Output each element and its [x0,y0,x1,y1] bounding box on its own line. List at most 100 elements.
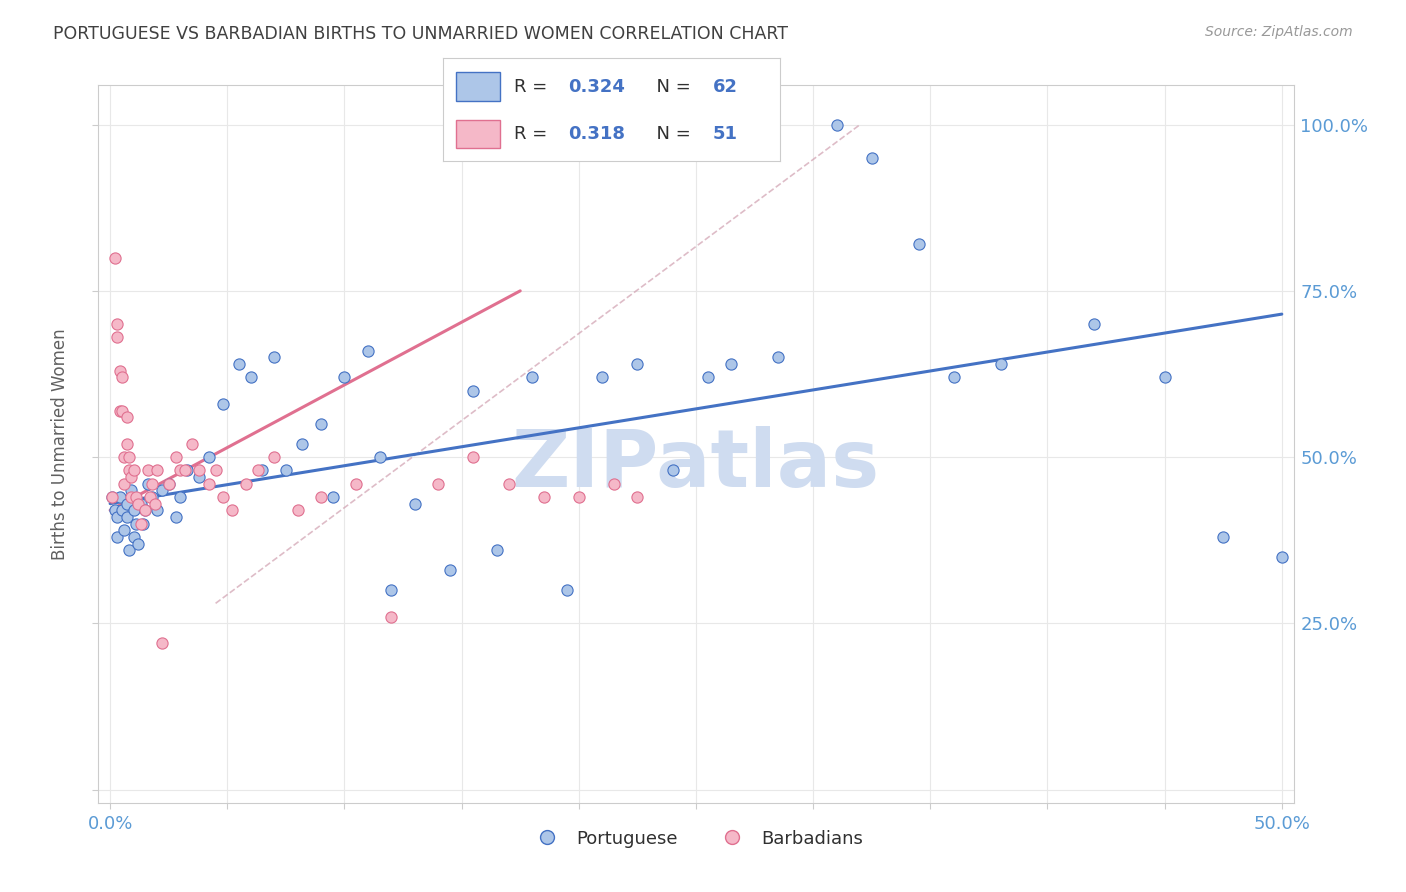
Point [498,476,520,491]
Point [127,497,149,511]
Text: 0.324: 0.324 [568,78,624,95]
Text: 51: 51 [713,125,738,143]
Point [239,370,262,384]
Point [101,490,124,504]
Point [533,490,555,504]
Point [520,370,543,384]
Point [146,503,169,517]
Legend: Portuguese, Barbadians: Portuguese, Barbadians [522,822,870,855]
Point [176,463,198,477]
Text: R =: R = [513,125,553,143]
Point [661,463,683,477]
Point [105,530,128,544]
Point [1271,549,1294,564]
Point [221,503,243,517]
Point [157,476,180,491]
Point [157,476,180,491]
Text: N =: N = [645,78,697,95]
Point [169,463,191,477]
Point [211,397,233,411]
Point [211,490,233,504]
Point [228,357,250,371]
Point [115,497,138,511]
Point [118,543,141,558]
Point [129,516,152,531]
Point [287,503,309,517]
Point [204,463,226,477]
Point [111,370,134,384]
Point [136,476,159,491]
Point [118,463,141,477]
Bar [457,120,501,148]
Point [115,509,138,524]
Point [344,476,367,491]
Point [555,582,578,597]
Point [150,636,173,650]
Point [263,351,285,365]
Point [1153,370,1175,384]
Point [122,463,145,477]
Point [127,536,149,550]
Text: ZIPatlas: ZIPatlas [512,426,880,504]
Point [197,450,219,464]
Point [603,476,626,491]
Point [907,237,929,252]
Point [404,497,426,511]
Point [252,463,274,477]
Point [568,490,591,504]
Point [111,403,134,417]
Y-axis label: Births to Unmarried Women: Births to Unmarried Women [51,328,69,559]
Point [274,463,297,477]
Text: Source: ZipAtlas.com: Source: ZipAtlas.com [1205,25,1353,39]
Point [165,450,187,464]
Point [322,490,344,504]
Point [463,450,485,464]
Point [626,490,648,504]
Bar [457,72,501,101]
Point [112,476,135,491]
Point [134,503,156,517]
Point [357,343,380,358]
Point [105,330,128,344]
Point [120,470,142,484]
Text: PORTUGUESE VS BARBADIAN BIRTHS TO UNMARRIED WOMEN CORRELATION CHART: PORTUGUESE VS BARBADIAN BIRTHS TO UNMARR… [53,25,789,43]
Point [235,476,257,491]
Point [197,476,219,491]
Point [132,516,155,531]
Point [1212,530,1234,544]
Point [309,490,332,504]
Point [108,364,131,378]
Point [485,543,508,558]
Point [111,503,134,517]
Point [860,151,883,165]
Point [291,437,314,451]
Point [122,503,145,517]
Point [104,251,127,265]
Point [626,357,648,371]
Point [188,470,211,484]
Point [181,437,204,451]
Point [696,370,718,384]
Point [108,490,131,504]
Point [427,476,450,491]
Point [990,357,1012,371]
Point [169,490,191,504]
Point [720,357,742,371]
Point [188,463,211,477]
Point [129,497,152,511]
Point [1083,317,1105,331]
Point [942,370,965,384]
Point [439,563,461,577]
Point [122,530,145,544]
Point [105,509,128,524]
Point [134,503,156,517]
Point [309,417,332,431]
Text: N =: N = [645,125,697,143]
Point [591,370,613,384]
Point [146,463,169,477]
Point [118,450,141,464]
Point [333,370,356,384]
Point [141,476,163,491]
Point [125,490,148,504]
Point [463,384,485,398]
